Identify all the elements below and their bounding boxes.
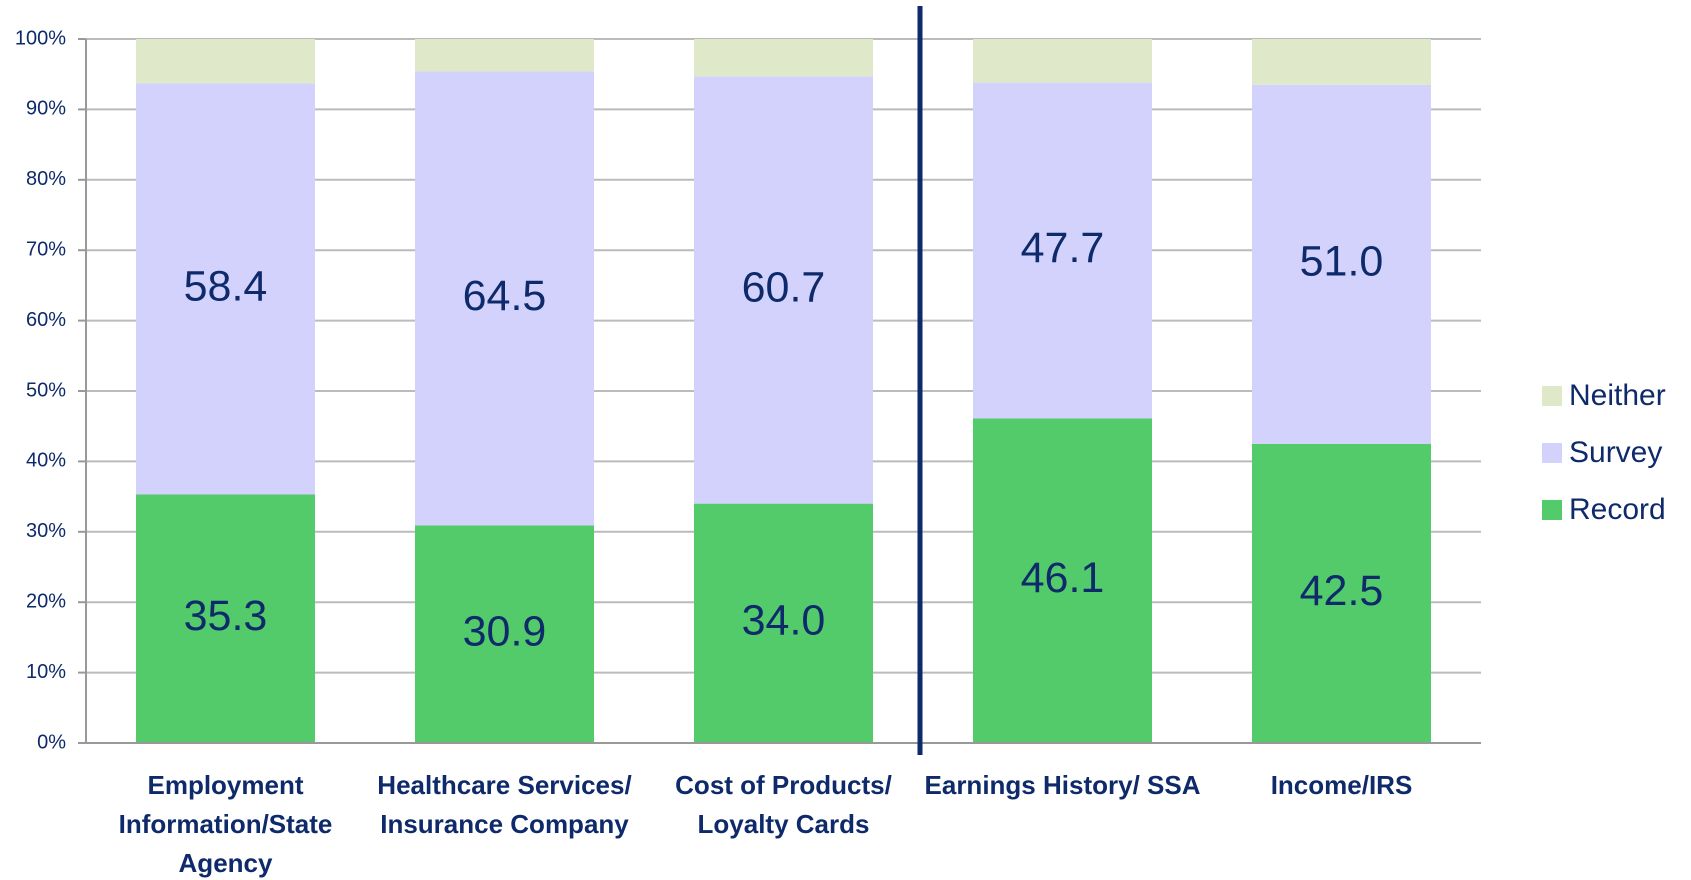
data-label: 46.1 [1021, 554, 1105, 602]
bar-segment [973, 39, 1152, 83]
legend-swatch [1542, 386, 1562, 406]
page: 0% 10% 20% 30% 40% 50% 60% 70% 80% 90% 100% 35.3 58.… [0, 0, 1691, 880]
bar-segment [136, 39, 315, 83]
y-tick-label: 0% [37, 731, 66, 753]
y-tick-label: 100% [15, 27, 66, 49]
data-label: 47.7 [1021, 224, 1105, 272]
x-tick-label: Healthcare Services/ Insurance Company [359, 766, 651, 844]
data-label: 51.0 [1300, 238, 1384, 286]
data-label: 58.4 [184, 262, 268, 310]
data-label: 35.3 [184, 592, 268, 640]
x-tick-label: Income/IRS [1196, 766, 1488, 805]
x-tick-label: Cost of Products/ Loyalty Cards [638, 766, 930, 844]
y-tick-label: 20% [26, 590, 66, 612]
y-tick-label: 70% [26, 238, 66, 260]
data-label: 60.7 [742, 263, 826, 311]
y-tick-label: 40% [26, 450, 66, 472]
chart: 0% 10% 20% 30% 40% 50% 60% 70% 80% 90% 100% 35.3 58.… [0, 0, 1691, 880]
legend-label: Survey [1569, 436, 1662, 469]
y-tick-label: 60% [26, 309, 66, 331]
bar-segment [415, 39, 594, 71]
y-tick-label: 50% [26, 379, 66, 401]
legend-swatch [1542, 443, 1562, 463]
x-tick-label: Employment Information/State Agency [80, 766, 372, 880]
bar-segment [694, 39, 873, 76]
x-tick-label: Earnings History/ SSA [917, 766, 1209, 805]
legend-swatch [1542, 500, 1562, 520]
y-tick-label: 10% [26, 661, 66, 683]
data-label: 34.0 [742, 597, 826, 645]
legend-label: Record [1569, 493, 1666, 526]
data-label: 42.5 [1300, 567, 1384, 615]
bar-segment [1252, 39, 1431, 85]
y-tick-label: 30% [26, 520, 66, 542]
data-label: 64.5 [463, 272, 547, 320]
legend-label: Neither [1569, 379, 1666, 412]
data-label: 30.9 [463, 608, 547, 656]
y-tick-label: 80% [26, 168, 66, 190]
y-tick-label: 90% [26, 98, 66, 120]
